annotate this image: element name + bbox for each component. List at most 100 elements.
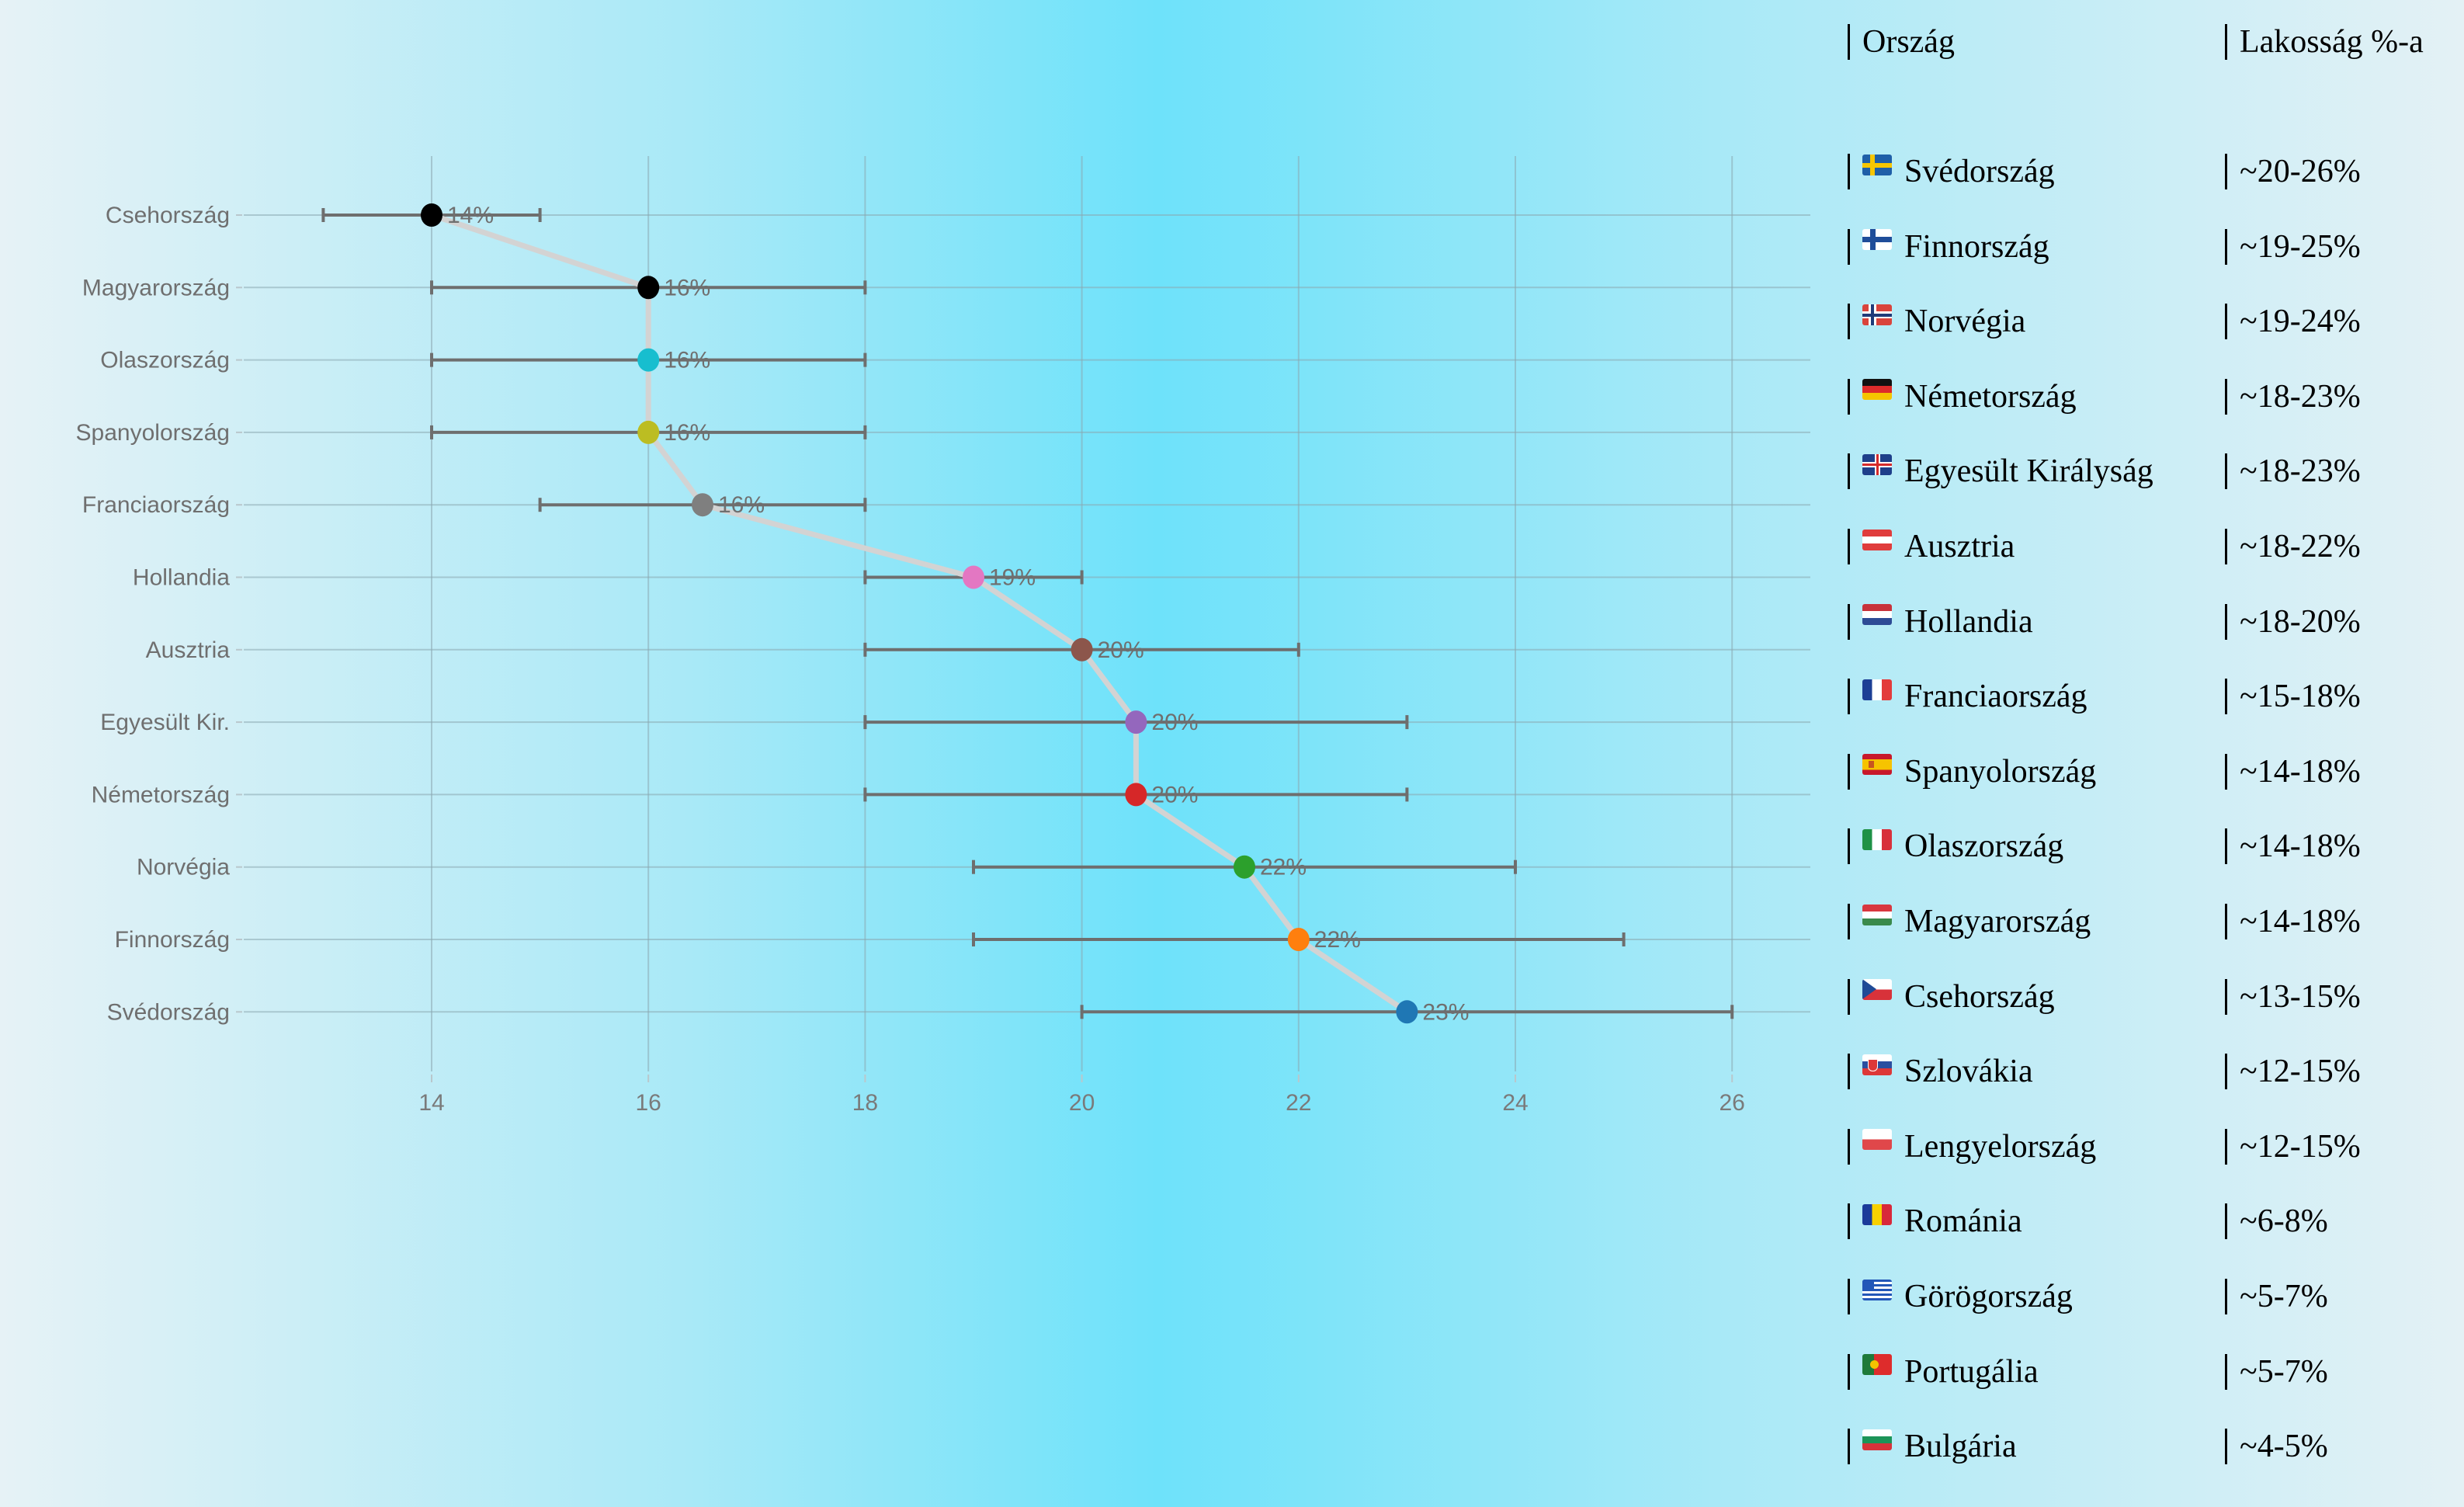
- flag-finland-icon: [1862, 229, 1892, 251]
- y-tick-label: Magyarország: [82, 275, 230, 300]
- data-point-2: [637, 276, 660, 300]
- y-tick-label: Svédország: [107, 999, 230, 1025]
- column-separator: [1848, 1429, 1850, 1465]
- column-separator: [2225, 378, 2227, 415]
- column-separator: [2225, 1353, 2227, 1390]
- data-point-4: [637, 420, 660, 444]
- legend-share: ~15-18%: [2240, 679, 2361, 715]
- data-point-12: [1396, 1000, 1418, 1024]
- flag-poland-icon: [1862, 1129, 1892, 1151]
- column-separator: [1848, 228, 1850, 265]
- flag-hungary-icon: [1862, 904, 1892, 925]
- legend-share: ~14-18%: [2240, 904, 2361, 939]
- data-point-1: [421, 203, 442, 227]
- legend-country: Olaszország: [1904, 828, 2064, 865]
- flag-germany-icon: [1862, 379, 1892, 401]
- legend-share: ~18-22%: [2240, 529, 2361, 564]
- x-tick-label: 18: [852, 1090, 878, 1116]
- legend-country: Franciaország: [1904, 679, 2087, 715]
- flag-slovakia-icon: [1862, 1054, 1892, 1075]
- column-separator: [2225, 1429, 2227, 1465]
- data-point-3: [637, 348, 660, 372]
- data-label: 22%: [1314, 927, 1361, 953]
- legend-share: ~18-20%: [2240, 603, 2361, 640]
- legend-share: ~19-24%: [2240, 304, 2361, 340]
- legend-table: Ország Lakosság %-a Svédország ~20-26% Fin…: [1848, 0, 2461, 1507]
- data-labels: 14% 16% 16% 16% 16% 19% 20% 20% 20% 22% 22% 23%: [447, 203, 1469, 1025]
- legend-share: ~13-15%: [2240, 978, 2361, 1015]
- flag-sweden-icon: [1862, 154, 1892, 175]
- y-axis: Csehország Magyarország Olaszország Spanyol…: [76, 203, 242, 1025]
- legend-share: ~12-15%: [2240, 1054, 2361, 1090]
- x-axis: 14 16 18 20 22 24 26: [418, 1075, 1745, 1116]
- data-label: 20%: [1098, 637, 1144, 663]
- x-gridlines: [431, 156, 1733, 1071]
- flag-norway-icon: [1862, 304, 1892, 325]
- data-point-8: [1125, 710, 1147, 734]
- column-separator: [1848, 679, 1850, 715]
- column-separator: [2225, 603, 2227, 640]
- legend-country: Ausztria: [1904, 529, 2015, 564]
- flag-austria-icon: [1862, 529, 1892, 550]
- column-separator: [2225, 679, 2227, 715]
- data-label: 22%: [1260, 855, 1307, 880]
- y-tick-label: Ausztria: [146, 637, 231, 663]
- flag-spain-icon: [1862, 754, 1892, 776]
- legend-country: Szlovákia: [1904, 1054, 2033, 1090]
- column-separator: [2225, 1128, 2227, 1165]
- column-separator: [2225, 304, 2227, 340]
- column-separator: [1848, 978, 1850, 1015]
- column-separator: [1848, 1353, 1850, 1390]
- x-tick-label: 22: [1286, 1090, 1311, 1116]
- data-point-11: [1287, 928, 1310, 951]
- column-separator: [1848, 1128, 1850, 1165]
- y-tick-label: Norvégia: [137, 855, 230, 880]
- flag-romania-icon: [1862, 1203, 1892, 1225]
- legend-country: Lengyelország: [1904, 1128, 2097, 1165]
- y-tick-label: Németország: [92, 782, 230, 807]
- data-point-10: [1234, 855, 1255, 879]
- column-separator: [2225, 904, 2227, 939]
- data-point-9: [1125, 783, 1147, 807]
- flag-bulgaria-icon: [1862, 1429, 1892, 1450]
- legend-share: ~5-7%: [2240, 1353, 2328, 1390]
- legend-share: ~18-23%: [2240, 453, 2361, 490]
- legend-country: Bulgária: [1904, 1429, 2017, 1465]
- flag-italy-icon: [1862, 828, 1892, 850]
- flag-czechia-icon: [1862, 979, 1892, 1001]
- x-tick-label: 20: [1069, 1090, 1095, 1116]
- connector-line: [430, 212, 1409, 1015]
- legend-share: ~14-18%: [2240, 753, 2361, 790]
- column-separator: [1848, 304, 1850, 340]
- data-label: 20%: [1151, 710, 1198, 735]
- data-point-6: [963, 565, 984, 589]
- column-separator: [1848, 828, 1850, 865]
- column-separator: [2225, 978, 2227, 1015]
- header-share: Lakosság %-a: [2240, 24, 2424, 60]
- column-separator: [1848, 904, 1850, 939]
- flag-united-kingdom-icon: [1862, 453, 1892, 475]
- column-separator: [2225, 228, 2227, 265]
- legend-country: Németország: [1904, 378, 2077, 415]
- x-tick-label: 14: [418, 1090, 444, 1116]
- flag-netherlands-icon: [1862, 604, 1892, 626]
- column-separator: [1848, 603, 1850, 640]
- data-point-5: [692, 493, 713, 517]
- y-tick-label: Franciaország: [82, 492, 230, 518]
- column-separator: [2225, 154, 2227, 189]
- x-tick-label: 26: [1720, 1090, 1745, 1116]
- column-separator: [1848, 378, 1850, 415]
- legend-share: ~18-23%: [2240, 378, 2361, 415]
- column-separator: [1848, 1203, 1850, 1240]
- column-separator: [1848, 1279, 1850, 1314]
- y-tick-label: Hollandia: [133, 565, 230, 591]
- data-label: 14%: [447, 203, 494, 228]
- legend-country: Finnország: [1904, 228, 2049, 265]
- legend-share: ~14-18%: [2240, 828, 2361, 865]
- flag-portugal-icon: [1862, 1354, 1892, 1376]
- x-tick-label: 16: [636, 1090, 661, 1116]
- legend-share: ~4-5%: [2240, 1429, 2328, 1465]
- data-label: 16%: [664, 348, 710, 373]
- column-separator: [1848, 753, 1850, 790]
- legend-share: ~20-26%: [2240, 154, 2361, 189]
